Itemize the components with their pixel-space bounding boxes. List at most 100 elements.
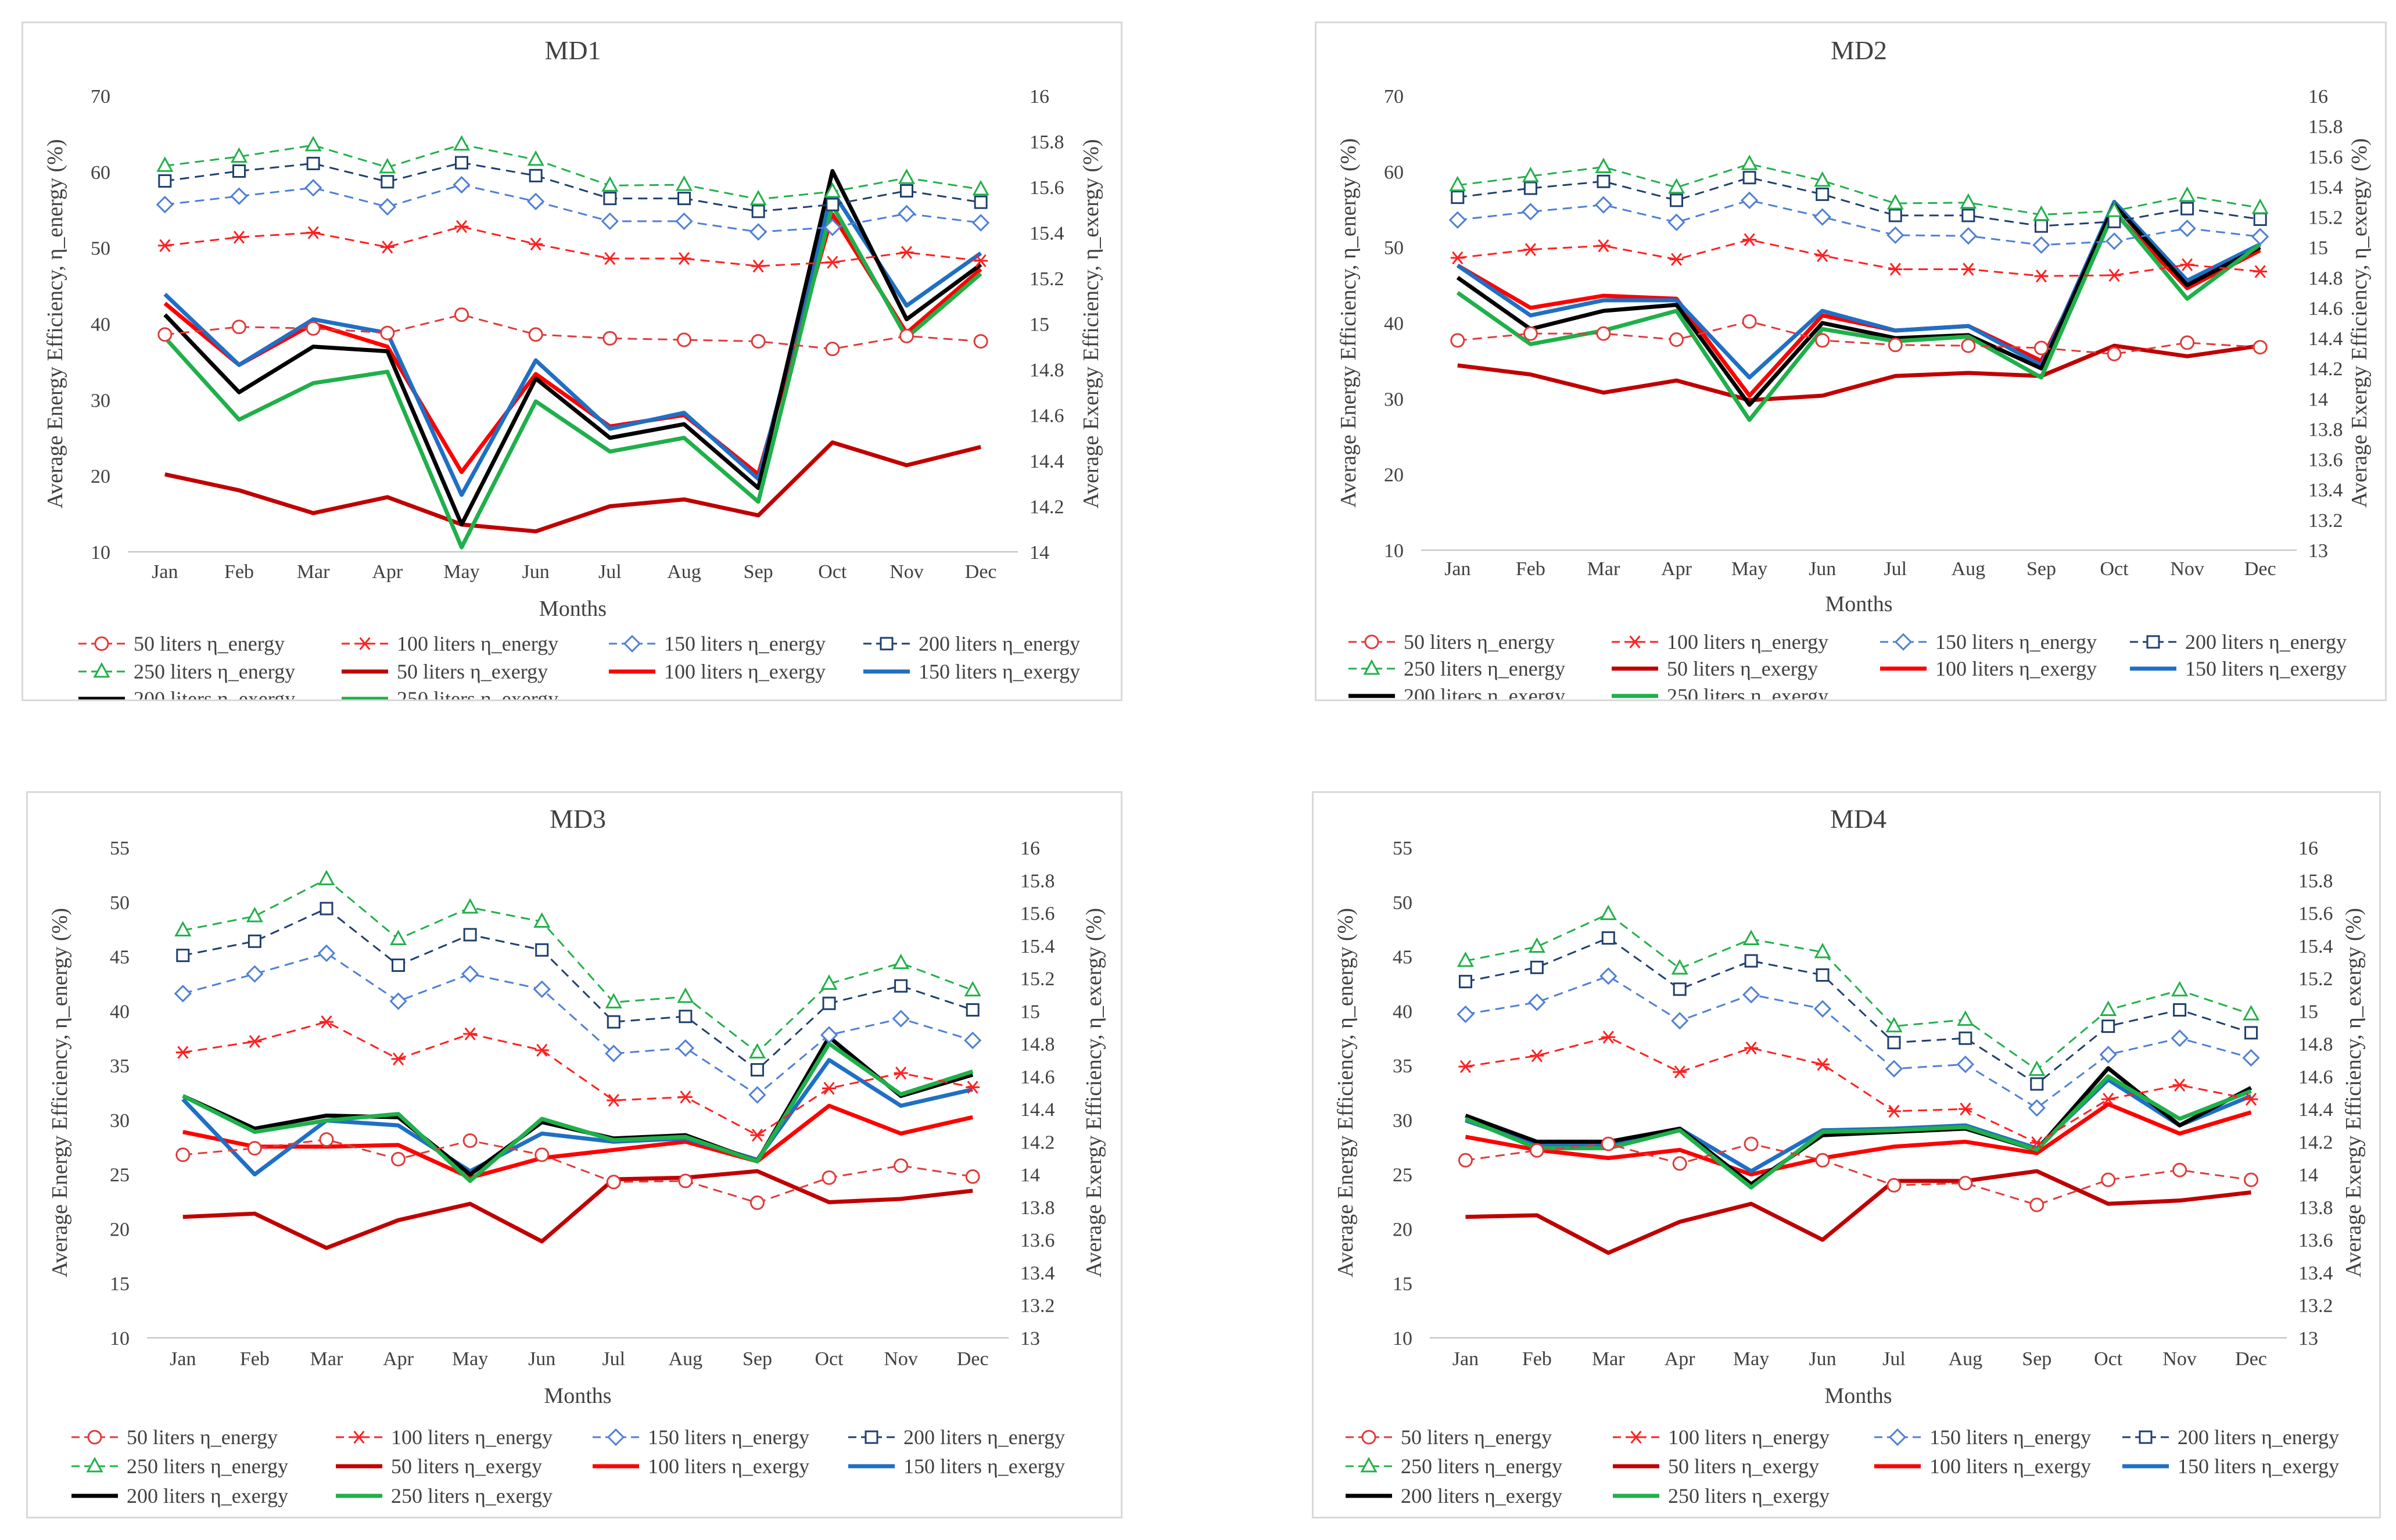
- data-point: [1744, 1136, 1759, 1151]
- data-point: [1888, 209, 1902, 222]
- y-tick-label: 35: [1393, 1056, 1412, 1077]
- data-point: [2244, 1172, 2259, 1187]
- legend-item: 200 liters η_exergy: [71, 1484, 288, 1507]
- legend: 50 liters η_energy 100 liters η_energy 150…: [71, 1426, 1065, 1507]
- legend-marker: [1894, 633, 1913, 651]
- data-point: [1458, 1153, 1473, 1168]
- x-tick-label: Dec: [2244, 558, 2276, 580]
- data-point: [974, 195, 988, 209]
- data-point: [1888, 338, 1903, 353]
- data-point: [973, 334, 988, 349]
- data-point: [601, 176, 619, 192]
- y2-tick-label: 15: [2298, 1001, 2318, 1022]
- data-point: [1450, 333, 1465, 348]
- y2-tick-label: 15.2: [1020, 968, 1055, 990]
- data-point: [1528, 937, 1545, 953]
- y-tick-label: 40: [1384, 313, 1404, 335]
- data-point: [1886, 193, 1904, 210]
- x-tick-label: Sep: [744, 561, 773, 583]
- series-line: [182, 1021, 973, 1136]
- data-point: [1451, 191, 1465, 204]
- series-2: [157, 220, 988, 273]
- data-point: [535, 943, 549, 957]
- legend-marker: [1363, 659, 1380, 675]
- series-7: [1465, 1102, 2252, 1177]
- y2-axis-title: Average Exergy Efficiency, η_exergy (%): [2341, 908, 2366, 1277]
- y2-tick-label: 16: [2298, 838, 2318, 859]
- data-point: [306, 321, 321, 336]
- legend-label: 100 liters η_exergy: [1935, 657, 2097, 680]
- data-point: [2029, 1197, 2045, 1212]
- data-point: [2251, 228, 2269, 246]
- data-point: [1742, 986, 1760, 1004]
- data-point: [1815, 333, 1830, 348]
- data-point: [822, 1170, 837, 1185]
- data-point: [2173, 1003, 2187, 1017]
- legend-marker: [1360, 1456, 1378, 1473]
- series-9: [163, 169, 982, 527]
- series-line: [182, 1104, 973, 1180]
- y2-tick-label: 14.2: [1030, 497, 1064, 518]
- x-tick-label: Mar: [1587, 558, 1620, 580]
- chart-svg-md4: MD4 55 50 45 40 35 30 25 20 15 10 16 15.8 15.6 15.4 15.…: [1333, 804, 2366, 1507]
- data-point: [157, 327, 173, 342]
- series-4: [1451, 171, 2267, 233]
- chart-svg-md1: MD1 70 60 50 40 30 20 10 16 15.8 15.6 15.4 15.2 15 14.…: [43, 35, 1103, 699]
- legend-marker: [2139, 1430, 2153, 1444]
- y2-tick-label: 15.4: [2308, 177, 2343, 198]
- y2-tick-label: 14.8: [1020, 1034, 1055, 1056]
- data-point: [1742, 233, 1757, 246]
- series-7: [163, 212, 982, 477]
- series-line: [182, 1169, 973, 1250]
- y2-tick-label: 13.8: [1020, 1197, 1055, 1219]
- data-point: [1885, 1017, 1903, 1033]
- series-1: [175, 1132, 980, 1210]
- data-point: [820, 974, 838, 990]
- series-line: [1456, 209, 2262, 422]
- data-point: [1669, 253, 1684, 266]
- series-line: [1457, 177, 2261, 227]
- y-tick-label: 55: [110, 838, 130, 859]
- legend-label: 200 liters η_exergy: [1404, 684, 1565, 699]
- data-point: [820, 1026, 838, 1044]
- legend-label: 150 liters η_exergy: [903, 1455, 1065, 1478]
- data-point: [1816, 187, 1830, 201]
- series-4: [158, 156, 988, 218]
- y-tick-label: 60: [91, 162, 110, 184]
- data-point: [825, 256, 840, 269]
- data-point: [175, 1046, 190, 1059]
- x-tick-label: Oct: [2100, 558, 2129, 580]
- data-point: [894, 1158, 909, 1173]
- legend-label: 200 liters η_energy: [919, 632, 1080, 655]
- x-tick-label: Dec: [2235, 1348, 2267, 1370]
- x-tick-label: May: [443, 561, 479, 583]
- data-point: [748, 1043, 766, 1059]
- y-tick-label: 55: [1393, 838, 1412, 859]
- series-1: [1450, 314, 2268, 361]
- y-tick-label: 50: [1384, 238, 1404, 259]
- data-point: [605, 1044, 623, 1062]
- legend-label: 200 liters η_exergy: [1401, 1484, 1562, 1507]
- y-tick-label: 35: [110, 1056, 130, 1077]
- y-axis-title: Average Energy Efficiency, η_energy (%): [1336, 138, 1361, 508]
- data-point: [461, 965, 479, 983]
- series-10: [1456, 209, 2262, 422]
- legend-marker: [93, 662, 110, 678]
- x-tick-label: Sep: [2022, 1348, 2051, 1370]
- x-tick-label: Mar: [297, 561, 330, 583]
- series-line: [182, 907, 973, 1071]
- x-tick-label: Jul: [598, 561, 622, 583]
- data-point: [248, 1035, 262, 1049]
- legend-item: 150 liters η_exergy: [2130, 657, 2347, 680]
- legend-item: 250 liters η_energy: [78, 660, 295, 683]
- data-point: [319, 1132, 334, 1147]
- y-tick-label: 10: [1393, 1328, 1412, 1349]
- y2-tick-label: 14: [2308, 389, 2328, 410]
- y-tick-label: 20: [1393, 1219, 1412, 1240]
- data-point: [966, 1003, 980, 1017]
- series-5: [174, 870, 981, 1059]
- legend-item: 50 liters η_energy: [71, 1426, 278, 1449]
- legend-item: 100 liters η_energy: [1613, 1426, 1830, 1449]
- y2-tick-label: 15: [2308, 238, 2328, 259]
- x-tick-label: Aug: [1949, 1348, 1983, 1370]
